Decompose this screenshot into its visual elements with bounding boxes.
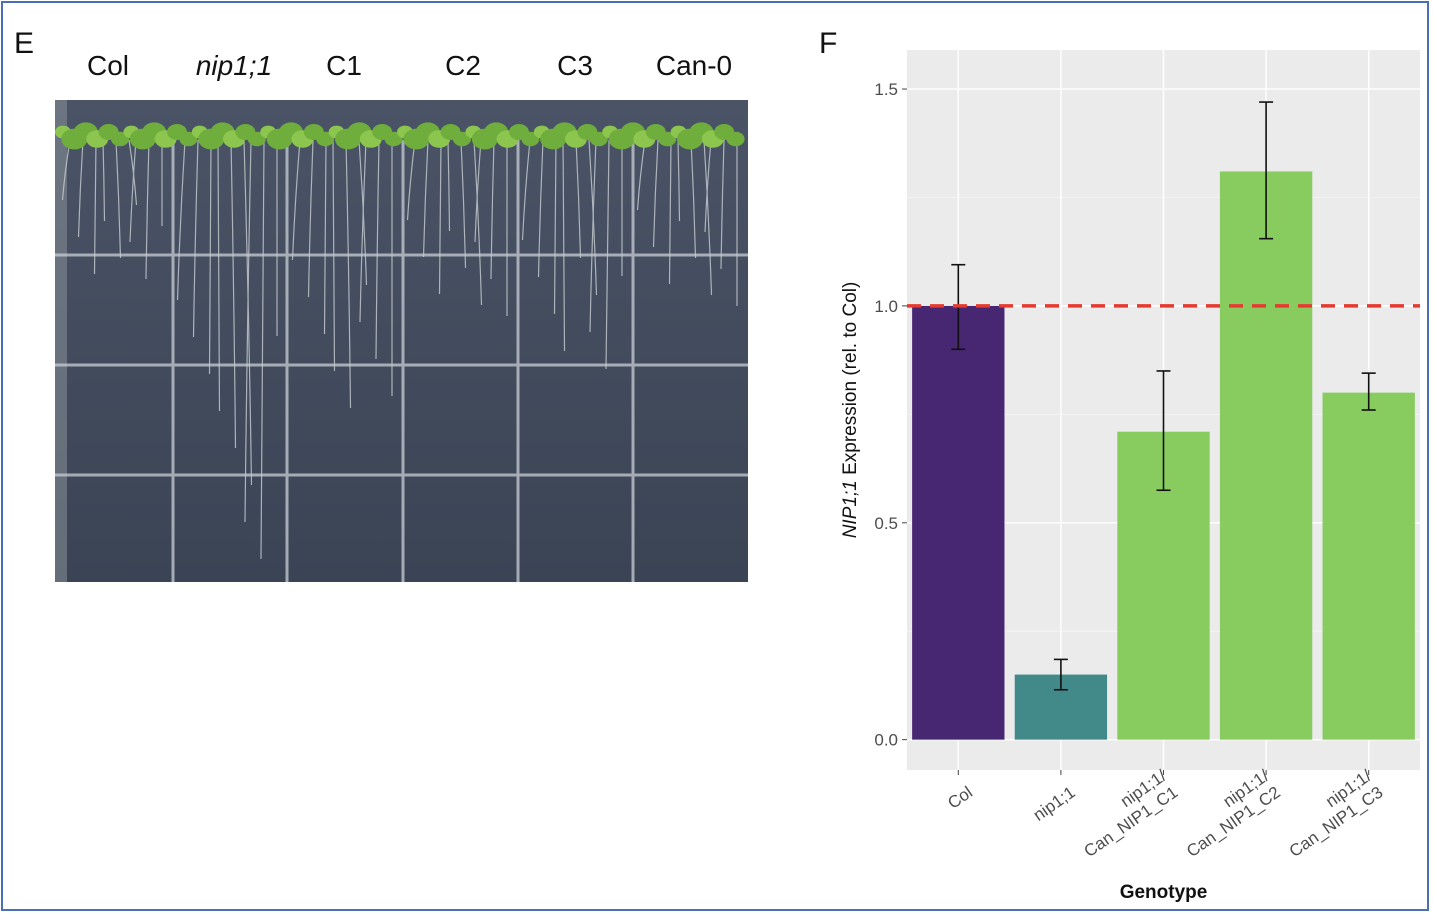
y-axis-title: NIP1;1 Expression (rel. to Col) [840, 282, 861, 539]
panel-letter-e: E [14, 27, 35, 60]
plate-label-5: Can-0 [655, 50, 733, 81]
x-tick-label-1: nip1;1 [1030, 783, 1079, 825]
plate-label-4: C3 [557, 50, 593, 81]
x-tick-label-0: Col [944, 783, 976, 813]
x-tick-label-4: nip1;1/Can_NIP1_C3 [1274, 766, 1386, 861]
x-tick-label-3: nip1;1/Can_NIP1_C2 [1172, 766, 1284, 861]
y-tick-label: 0.5 [874, 514, 898, 533]
plate-label-3: C2 [445, 50, 481, 81]
bar-4 [1322, 392, 1415, 740]
panel-letter-f: F [819, 27, 838, 60]
plate-label-0: Col [86, 50, 130, 81]
plate-label-2: C1 [326, 50, 362, 81]
y-tick-label: 0.0 [874, 731, 898, 750]
plate-label-1: nip1;1 [195, 50, 273, 81]
y-tick-label: 1.5 [874, 80, 898, 99]
x-axis-title: Genotype [1120, 882, 1208, 903]
bar-0 [912, 305, 1005, 740]
y-tick-label: 1.0 [874, 297, 898, 316]
x-tick-label-2: nip1;1/Can_NIP1_C1 [1069, 766, 1181, 861]
seedling-plate-photo [55, 100, 748, 582]
bar-3 [1219, 171, 1313, 740]
